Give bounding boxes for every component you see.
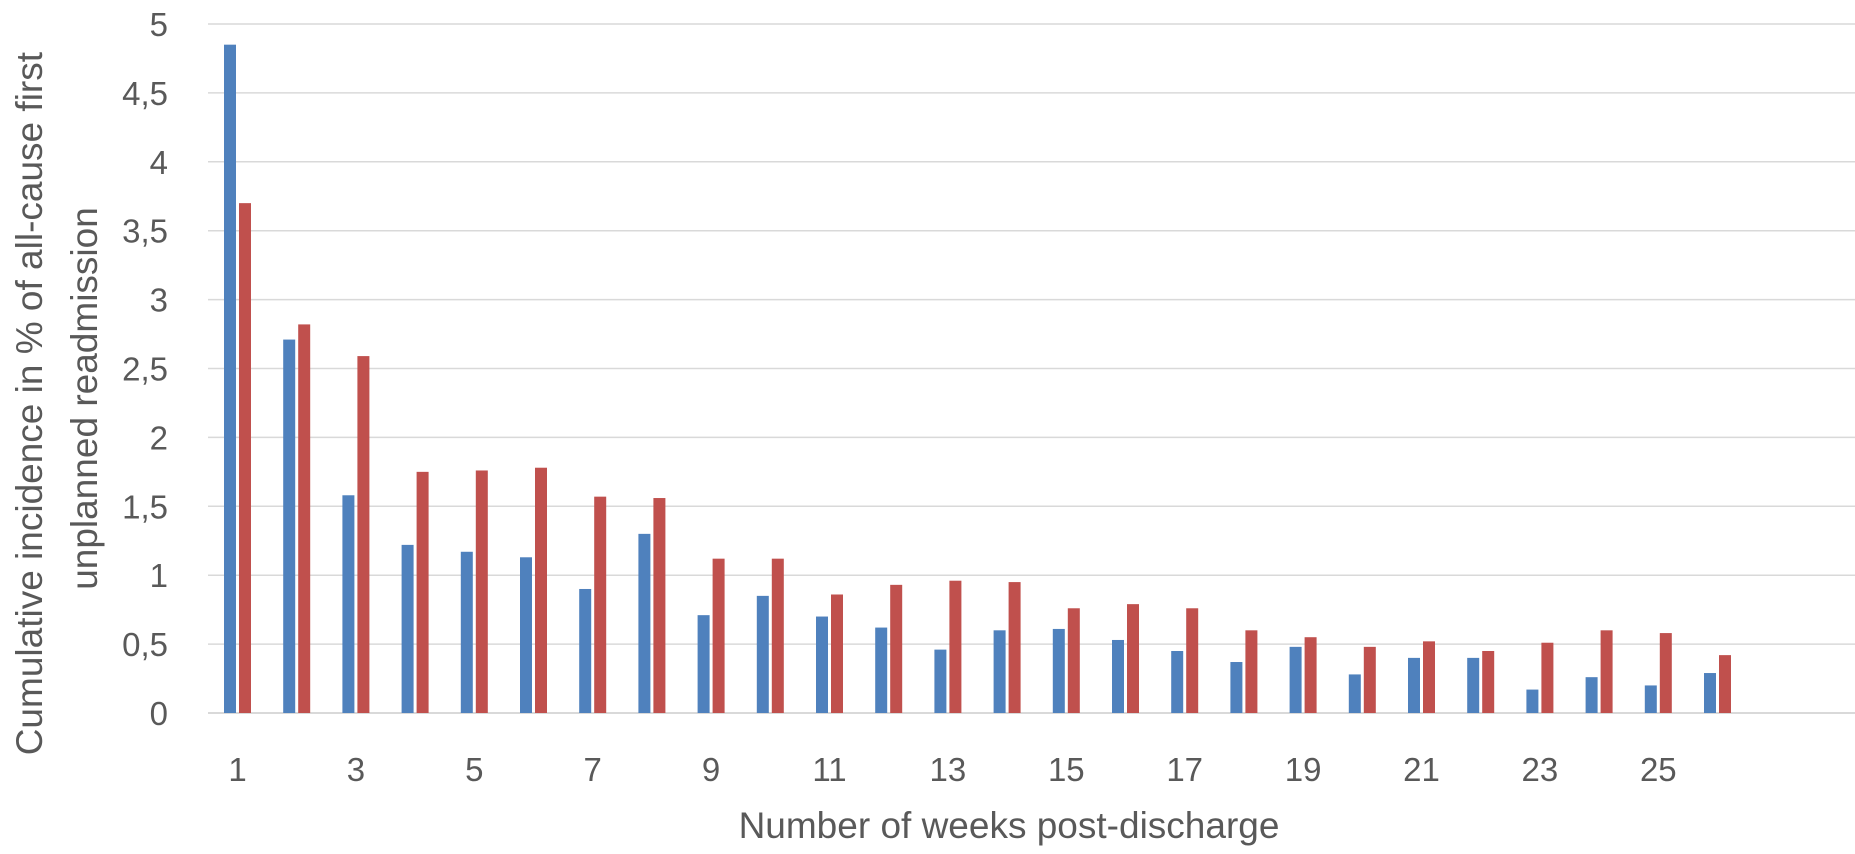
bar-series-2-week-20 [1363, 646, 1376, 713]
y-tick-label: 3,5 [122, 213, 168, 250]
y-tick-label: 0 [150, 695, 168, 732]
bar-series-1-week-26 [1704, 673, 1716, 713]
bar-series-2-week-4 [416, 471, 429, 713]
bar-series-1-week-20 [1348, 674, 1361, 713]
bar-series-1-week-5 [460, 551, 473, 713]
bar-series-2-week-18 [1245, 630, 1258, 713]
bar-series-2-week-8 [653, 498, 666, 713]
bar-series-2-week-9 [712, 558, 725, 713]
bar-series-1-week-13 [934, 649, 947, 713]
bar-series-2-week-15 [1067, 608, 1080, 713]
x-tick-label: 15 [1048, 751, 1085, 788]
x-tick-label: 3 [347, 751, 365, 788]
bar-series-1-week-21 [1408, 657, 1420, 713]
bar-series-1-week-12 [875, 627, 888, 713]
bar-series-2-week-5 [475, 470, 488, 713]
y-axis-ticks: 0 0,5 1 1,5 2 2,5 3 3,5 4 4,5 5 [122, 6, 168, 732]
bar-series-1-week-4 [401, 544, 414, 713]
bars [224, 44, 1731, 714]
x-tick-label: 23 [1522, 751, 1559, 788]
y-tick-label: 1 [150, 557, 168, 594]
bar-series-1-week-18 [1230, 662, 1243, 713]
bar-series-1-week-14 [993, 630, 1006, 713]
bar-series-2-week-7 [594, 496, 607, 713]
bar-series-1-week-24 [1585, 677, 1598, 713]
y-axis-title-line-1: Cumulative incidence in % of all-cause f… [9, 51, 50, 755]
x-tick-label: 13 [930, 751, 967, 788]
y-tick-label: 4 [150, 144, 168, 181]
bar-series-1-week-9 [697, 615, 710, 713]
bar-series-2-week-24 [1600, 630, 1613, 713]
bar-series-2-week-22 [1482, 650, 1495, 713]
x-axis-title: Number of weeks post-discharge [739, 805, 1280, 846]
bar-series-2-week-12 [890, 584, 903, 713]
bar-series-2-week-11 [831, 594, 843, 713]
y-tick-label: 3 [150, 282, 168, 319]
x-tick-label: 25 [1640, 751, 1677, 788]
bar-series-2-week-14 [1008, 582, 1021, 713]
bar-series-1-week-2 [283, 339, 296, 713]
bar-series-2-week-26 [1719, 655, 1731, 713]
x-tick-label: 9 [702, 751, 720, 788]
bar-series-1-week-16 [1112, 639, 1124, 713]
bar-series-1-week-25 [1644, 685, 1657, 713]
bar-series-2-week-19 [1304, 637, 1317, 713]
y-tick-label: 4,5 [122, 75, 168, 112]
x-axis-ticks: 1 3 5 7 9 11 13 15 17 19 21 23 25 [228, 751, 1676, 788]
bar-series-2-week-6 [535, 467, 547, 713]
bar-series-2-week-2 [298, 324, 311, 713]
bar-series-1-week-22 [1467, 657, 1480, 713]
bar-series-2-week-21 [1423, 641, 1435, 713]
bar-series-2-week-25 [1659, 633, 1672, 713]
bar-series-2-week-10 [771, 558, 784, 713]
bar-series-1-week-6 [520, 557, 532, 713]
y-tick-label: 5 [150, 6, 168, 43]
bar-series-2-week-1 [239, 203, 251, 713]
y-tick-label: 1,5 [122, 488, 168, 525]
x-tick-label: 11 [812, 751, 846, 788]
bar-series-1-week-1 [224, 44, 236, 714]
bar-series-1-week-7 [579, 588, 592, 713]
x-tick-label: 1 [228, 751, 246, 788]
x-tick-label: 17 [1166, 751, 1203, 788]
bar-series-1-week-11 [816, 616, 828, 713]
gridlines [208, 23, 1855, 714]
bar-series-1-week-8 [638, 533, 651, 713]
bar-series-2-week-3 [357, 356, 370, 713]
y-tick-label: 2 [150, 419, 168, 456]
bar-series-1-week-3 [342, 495, 355, 713]
bar-series-1-week-17 [1171, 650, 1184, 713]
bar-series-1-week-19 [1289, 646, 1302, 713]
y-axis-title: Cumulative incidence in % of all-cause f… [9, 42, 105, 756]
bar-series-1-week-15 [1052, 628, 1065, 713]
y-axis-title-line-2: unplanned readmission [64, 207, 105, 590]
x-tick-label: 21 [1403, 751, 1440, 788]
y-tick-label: 0,5 [122, 626, 168, 663]
bar-series-1-week-23 [1526, 689, 1539, 713]
bar-series-2-week-23 [1541, 642, 1554, 713]
bar-series-2-week-13 [949, 580, 962, 713]
x-tick-label: 19 [1285, 751, 1322, 788]
x-tick-label: 5 [465, 751, 483, 788]
bar-series-1-week-10 [756, 595, 769, 713]
y-tick-label: 2,5 [122, 351, 168, 388]
bar-series-2-week-17 [1186, 608, 1199, 713]
x-tick-label: 7 [584, 751, 602, 788]
bar-series-2-week-16 [1127, 604, 1139, 713]
